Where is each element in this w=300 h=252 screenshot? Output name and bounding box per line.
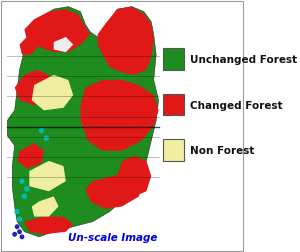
Polygon shape (85, 171, 142, 209)
Polygon shape (7, 8, 159, 237)
Polygon shape (54, 38, 73, 53)
Polygon shape (29, 161, 66, 192)
FancyBboxPatch shape (164, 94, 184, 116)
Circle shape (25, 187, 29, 191)
Polygon shape (32, 76, 73, 111)
Circle shape (13, 233, 16, 236)
FancyBboxPatch shape (164, 49, 184, 71)
Text: Un-scale Image: Un-scale Image (68, 232, 157, 242)
Polygon shape (117, 156, 151, 197)
Circle shape (20, 235, 24, 239)
Circle shape (18, 217, 22, 221)
Circle shape (22, 195, 26, 199)
Polygon shape (98, 8, 154, 76)
Polygon shape (24, 10, 90, 53)
FancyBboxPatch shape (1, 2, 243, 251)
Polygon shape (80, 81, 159, 151)
Polygon shape (20, 35, 39, 55)
Polygon shape (32, 197, 58, 217)
Circle shape (18, 230, 21, 234)
FancyBboxPatch shape (164, 140, 184, 161)
Circle shape (44, 137, 48, 141)
Text: Changed Forest: Changed Forest (190, 100, 283, 110)
Polygon shape (24, 217, 73, 234)
Text: Unchanged Forest: Unchanged Forest (190, 55, 298, 65)
Circle shape (40, 129, 44, 133)
Circle shape (20, 179, 24, 183)
Circle shape (15, 225, 19, 229)
Polygon shape (17, 144, 44, 169)
Text: Non Forest: Non Forest (190, 146, 255, 155)
Polygon shape (15, 71, 54, 106)
Circle shape (15, 210, 19, 214)
